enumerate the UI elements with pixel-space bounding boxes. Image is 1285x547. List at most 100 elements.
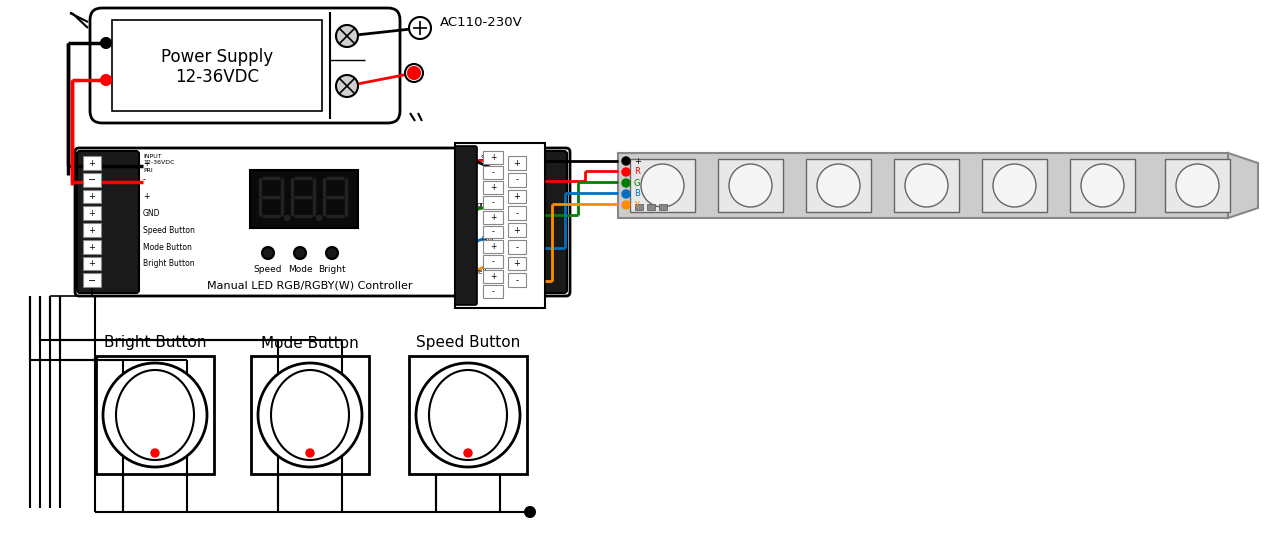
Circle shape (993, 164, 1036, 207)
Bar (96, 356, 215, 474)
Ellipse shape (429, 370, 508, 460)
Text: +: + (89, 259, 95, 269)
Circle shape (622, 157, 630, 165)
Text: PRI: PRI (143, 167, 153, 172)
Text: R: R (634, 167, 640, 177)
Bar (251, 356, 369, 474)
Text: Manual LED RGB/RGBY(W) Controller: Manual LED RGB/RGBY(W) Controller (207, 281, 412, 291)
Circle shape (622, 190, 630, 198)
Text: +: + (143, 159, 149, 168)
Bar (84, 257, 102, 270)
Circle shape (335, 75, 359, 97)
Bar (455, 143, 545, 308)
Text: -: - (492, 197, 495, 207)
Circle shape (335, 25, 359, 47)
Text: +: + (89, 193, 95, 201)
Polygon shape (1228, 153, 1258, 218)
Bar (483, 225, 502, 238)
Bar (1070, 159, 1135, 212)
Circle shape (817, 164, 860, 207)
Circle shape (284, 216, 289, 220)
Bar (251, 170, 359, 228)
Bar (659, 204, 667, 210)
Text: Bright Button: Bright Button (104, 335, 207, 351)
Text: Bright: Bright (319, 265, 346, 274)
Bar (112, 20, 323, 111)
FancyBboxPatch shape (75, 148, 571, 296)
Text: +: + (634, 156, 641, 166)
Circle shape (1176, 164, 1219, 207)
FancyBboxPatch shape (455, 146, 477, 305)
Bar (508, 274, 526, 287)
Text: -: - (492, 287, 495, 296)
Text: +: + (490, 242, 496, 252)
Circle shape (622, 201, 630, 209)
Text: 12-36VDC: 12-36VDC (175, 67, 260, 85)
Bar (508, 257, 526, 270)
Text: -: - (492, 257, 495, 266)
Bar (508, 206, 526, 220)
Bar (508, 223, 526, 237)
Text: −: − (87, 175, 96, 185)
Circle shape (152, 449, 159, 457)
Text: blue: blue (482, 236, 497, 242)
Bar (806, 159, 871, 212)
Text: -: - (515, 176, 519, 185)
Circle shape (102, 38, 111, 48)
Text: +: + (490, 153, 496, 162)
Text: 12-36VDC: 12-36VDC (143, 160, 175, 166)
Circle shape (405, 64, 423, 82)
Text: green: green (477, 202, 497, 208)
Circle shape (306, 449, 314, 457)
Circle shape (409, 17, 430, 39)
FancyBboxPatch shape (502, 151, 567, 293)
Text: -: - (492, 168, 495, 177)
Text: −: − (87, 276, 96, 286)
Circle shape (316, 216, 321, 220)
Ellipse shape (116, 370, 194, 460)
Text: Speed Button: Speed Button (143, 226, 195, 235)
Circle shape (326, 247, 338, 259)
Bar (409, 356, 527, 474)
Ellipse shape (271, 370, 350, 460)
Bar (718, 159, 783, 212)
Circle shape (294, 247, 306, 259)
Bar (1165, 159, 1230, 212)
Text: GND: GND (143, 209, 161, 218)
Text: +: + (89, 226, 95, 235)
Text: +: + (89, 159, 95, 168)
Text: Mode: Mode (288, 265, 312, 274)
Text: -: - (515, 209, 519, 218)
Circle shape (258, 363, 362, 467)
Bar (618, 153, 1228, 218)
Bar (483, 151, 502, 164)
Circle shape (641, 164, 684, 207)
FancyBboxPatch shape (90, 8, 400, 123)
Bar (483, 240, 502, 253)
Bar (982, 159, 1047, 212)
Text: INPUT: INPUT (143, 154, 162, 159)
Bar (483, 211, 502, 224)
FancyBboxPatch shape (77, 151, 139, 293)
Bar (483, 270, 502, 283)
Circle shape (729, 164, 772, 207)
Text: Bright Button: Bright Button (143, 259, 194, 269)
Bar (630, 159, 695, 212)
Circle shape (464, 449, 472, 457)
Bar (894, 159, 959, 212)
Text: -: - (515, 276, 519, 285)
Text: +: + (89, 209, 95, 218)
Bar (84, 223, 102, 237)
Text: +: + (514, 159, 520, 168)
Text: AC110-230V: AC110-230V (439, 16, 523, 30)
Text: Speed: Speed (253, 265, 283, 274)
Bar (84, 173, 102, 187)
Bar (648, 204, 655, 210)
Bar (84, 274, 102, 287)
Text: +: + (89, 243, 95, 252)
Text: +: + (514, 193, 520, 201)
Text: Power Supply: Power Supply (161, 48, 274, 66)
Text: red: red (486, 169, 497, 174)
Bar (508, 240, 526, 253)
Bar (483, 181, 502, 194)
